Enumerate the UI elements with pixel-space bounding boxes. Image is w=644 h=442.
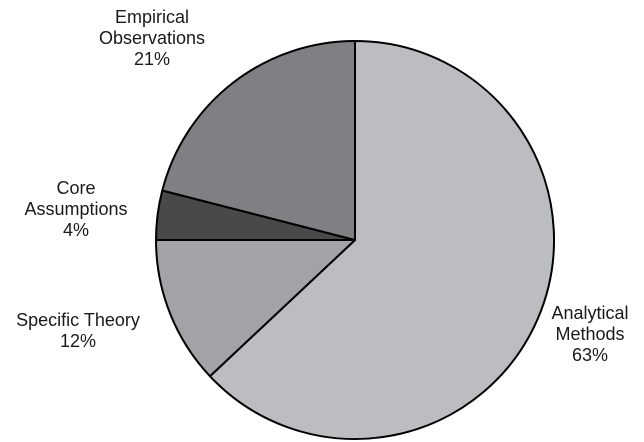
pie-value-label-empirical-observations: 21% [134,49,170,69]
pie-category-label-empirical-observations: Observations [99,28,205,48]
pie-category-label-core-assumptions: Assumptions [24,199,127,219]
pie-value-label-core-assumptions: 4% [63,220,89,240]
pie-value-label-specific-theory: 12% [60,331,96,351]
pie-slices [155,40,556,440]
pie-slice-analytical-methods [208,40,556,440]
pie-category-label-analytical-methods: Methods [555,324,624,344]
pie-category-label-specific-theory: Specific Theory [16,310,140,330]
pie-value-label-analytical-methods: 63% [572,345,608,365]
pie-category-label-analytical-methods: Analytical [551,303,628,323]
pie-slice-specific-theory [155,239,356,378]
pie-category-label-core-assumptions: Core [56,178,95,198]
pie-slice-empirical-observations [161,40,356,241]
pie-category-label-empirical-observations: Empirical [115,7,189,27]
